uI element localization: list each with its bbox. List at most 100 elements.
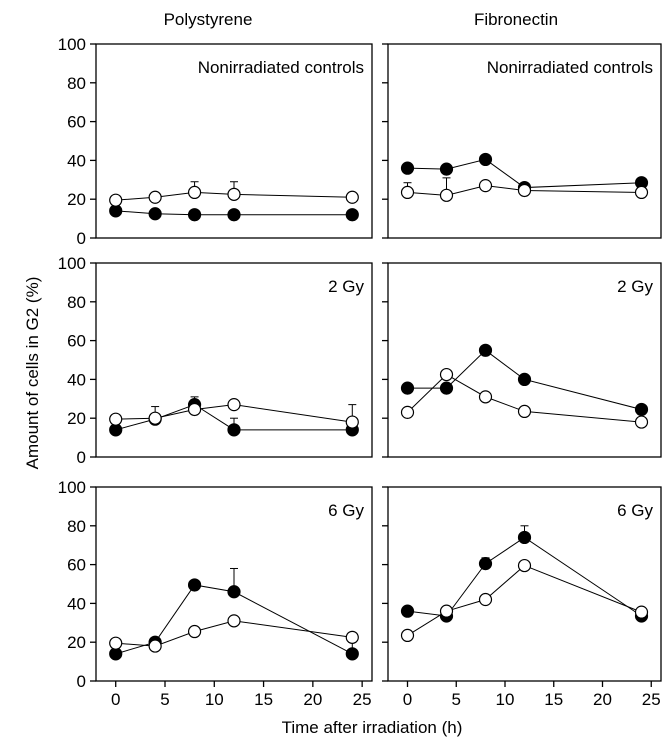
y-tick-label: 80 xyxy=(67,74,86,93)
data-point-filled xyxy=(187,578,202,592)
data-point-open xyxy=(400,185,415,200)
data-point-open xyxy=(227,614,241,628)
panel-frame xyxy=(95,43,373,239)
x-tick-label: 5 xyxy=(160,690,169,709)
data-point-filled xyxy=(478,557,493,571)
y-tick-label: 20 xyxy=(67,409,86,428)
column-title-polystyrene: Polystyrene xyxy=(164,10,253,29)
x-axis-title: Time after irradiation (h) xyxy=(282,718,463,737)
y-tick-label: 100 xyxy=(58,35,86,54)
data-point-open xyxy=(109,193,123,207)
x-tick-label: 20 xyxy=(593,690,612,709)
x-tick-label: 10 xyxy=(496,690,515,709)
y-tick-label: 0 xyxy=(77,229,86,248)
panel-frame xyxy=(387,262,662,458)
y-tick-label: 40 xyxy=(67,370,86,389)
data-point-open xyxy=(148,411,162,425)
data-point-open xyxy=(478,592,493,607)
data-point-filled xyxy=(634,402,649,417)
data-point-open xyxy=(517,404,532,419)
y-tick-label: 80 xyxy=(67,293,86,312)
data-point-open xyxy=(187,402,202,417)
x-tick-label: 0 xyxy=(111,690,120,709)
x-tick-label: 15 xyxy=(254,690,273,709)
data-point-filled xyxy=(478,152,493,167)
data-point-open xyxy=(148,639,162,653)
x-tick-label: 0 xyxy=(403,690,412,709)
data-point-open xyxy=(634,605,649,619)
data-point-open xyxy=(345,630,359,644)
data-point-filled xyxy=(517,372,532,386)
data-point-open xyxy=(439,188,454,202)
panel-frame xyxy=(95,486,373,682)
panel-polystyrene-0: 0 20 40 60 80 100 Nonirradiated controls xyxy=(58,35,373,248)
series-line-filled xyxy=(407,536,642,617)
panel-label: 2 Gy xyxy=(328,277,364,296)
y-tick-label: 40 xyxy=(67,594,86,613)
data-point-open xyxy=(345,415,359,429)
y-tick-label: 60 xyxy=(67,556,86,575)
data-point-filled xyxy=(227,423,241,437)
y-tick-label: 0 xyxy=(77,672,86,691)
data-point-filled xyxy=(148,207,162,221)
data-point-open xyxy=(109,636,123,650)
x-tick-label: 10 xyxy=(205,690,224,709)
panel-frame xyxy=(95,262,373,458)
data-point-open xyxy=(109,412,123,426)
data-point-open xyxy=(187,624,202,639)
data-point-open xyxy=(634,415,649,429)
data-point-filled xyxy=(227,585,241,599)
panel-polystyrene-2: 0 20 40 60 80 100 2 Gy xyxy=(58,254,373,467)
data-point-open xyxy=(227,187,241,201)
panel-frame xyxy=(387,486,662,682)
data-point-filled xyxy=(400,604,415,618)
y-tick-label: 80 xyxy=(67,517,86,536)
data-point-open xyxy=(634,185,649,200)
data-point-filled xyxy=(400,381,415,395)
panel-label: 6 Gy xyxy=(617,501,653,520)
y-axis-title: Amount of cells in G2 (%) xyxy=(23,277,42,470)
data-point-filled xyxy=(345,647,359,661)
data-point-open xyxy=(478,390,493,404)
x-tick-label: 25 xyxy=(642,690,661,709)
y-tick-label: 0 xyxy=(77,448,86,467)
y-tick-label: 20 xyxy=(67,633,86,652)
data-point-open xyxy=(148,190,162,204)
data-point-filled xyxy=(400,161,415,175)
x-tick-label: 25 xyxy=(353,690,372,709)
data-point-open xyxy=(187,185,202,200)
panel-label: 2 Gy xyxy=(617,277,653,296)
y-tick-label: 40 xyxy=(67,151,86,170)
data-point-open xyxy=(227,398,241,412)
panel-frame xyxy=(387,43,662,239)
panel-polystyrene-4: 0 20 40 60 80 100 0 5 10 15 20 25 6 Gy xyxy=(58,478,373,709)
y-tick-label: 20 xyxy=(67,190,86,209)
data-point-open xyxy=(400,628,415,643)
x-tick-label: 5 xyxy=(452,690,461,709)
data-point-open xyxy=(439,604,454,618)
x-tick-label: 15 xyxy=(544,690,563,709)
data-point-filled xyxy=(478,343,493,357)
data-point-open xyxy=(345,190,359,204)
series-line-open xyxy=(407,564,642,636)
panel-label: 6 Gy xyxy=(328,501,364,520)
panel-label: Nonirradiated controls xyxy=(487,58,653,77)
y-tick-label: 60 xyxy=(67,113,86,132)
data-point-open xyxy=(517,558,532,573)
y-tick-label: 100 xyxy=(58,478,86,497)
data-point-filled xyxy=(187,208,202,222)
panel-fibronectin-3: 2 Gy xyxy=(382,262,662,458)
data-point-open xyxy=(478,179,493,193)
data-point-filled xyxy=(517,530,532,545)
column-title-fibronectin: Fibronectin xyxy=(474,10,558,29)
data-point-open xyxy=(439,367,454,382)
data-point-filled xyxy=(439,162,454,176)
panel-fibronectin-1: Nonirradiated controls xyxy=(382,43,662,239)
panel-label: Nonirradiated controls xyxy=(198,58,364,77)
y-tick-label: 100 xyxy=(58,254,86,273)
y-tick-label: 60 xyxy=(67,332,86,351)
data-point-filled xyxy=(227,208,241,222)
data-point-filled xyxy=(345,208,359,222)
